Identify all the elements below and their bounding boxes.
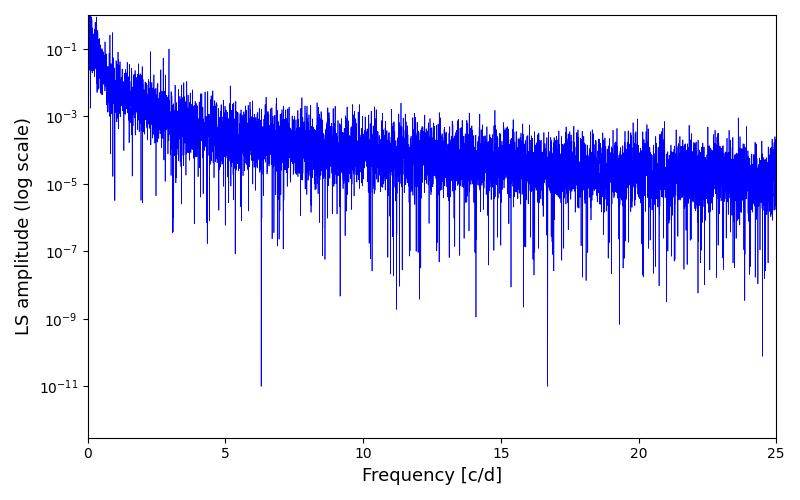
X-axis label: Frequency [c/d]: Frequency [c/d] bbox=[362, 467, 502, 485]
Y-axis label: LS amplitude (log scale): LS amplitude (log scale) bbox=[15, 118, 33, 336]
